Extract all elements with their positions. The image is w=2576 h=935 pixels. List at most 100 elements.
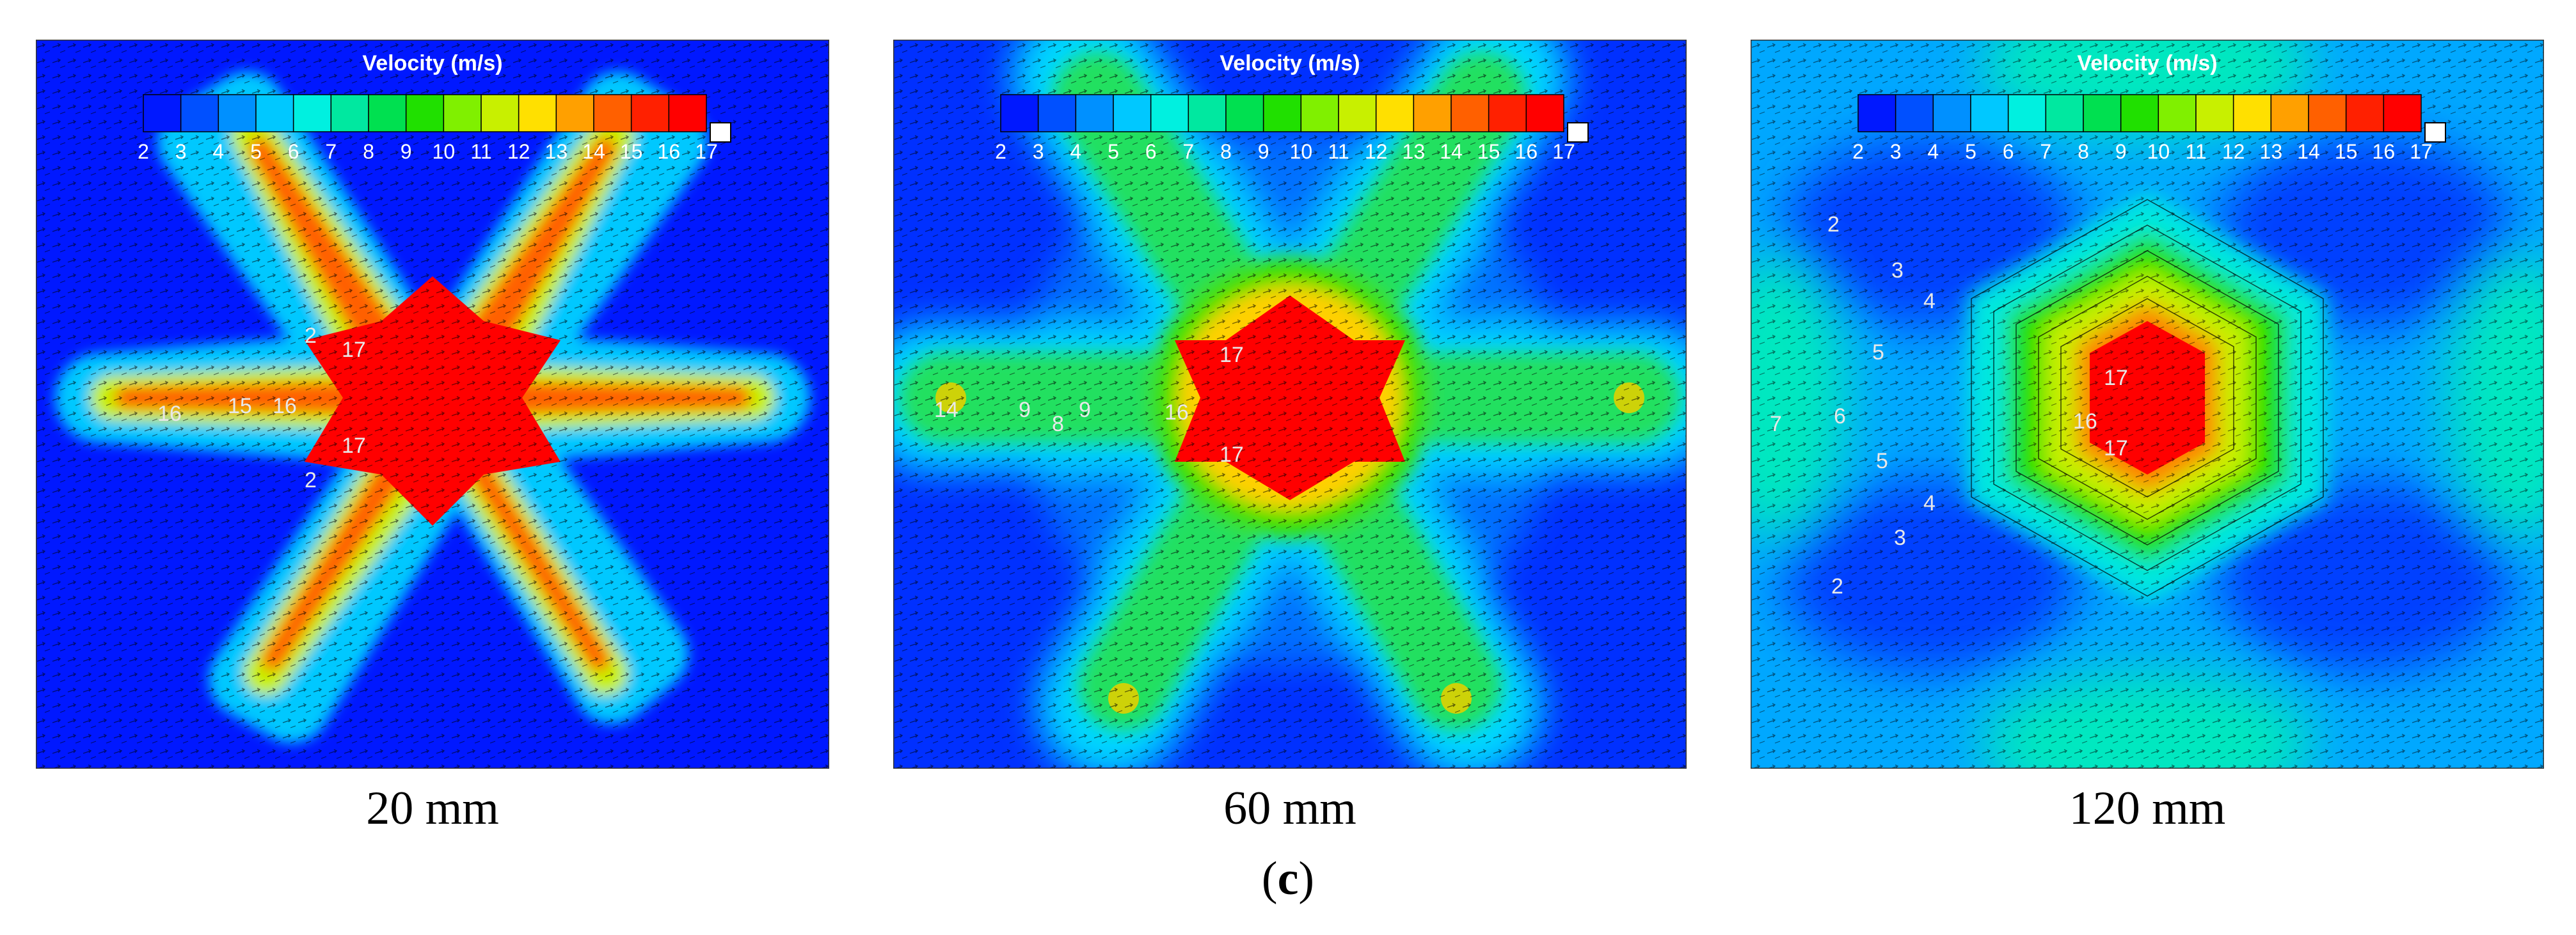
contour-label: 6 (1834, 404, 1846, 428)
colorbar-tick-label: 8 (363, 140, 374, 163)
velocity-map-120mm: 2 3 4 5 5 4 3 2 17 16 17 6 7 Velocity (m… (1751, 40, 2544, 769)
colorbar-swatch (2308, 94, 2347, 132)
colorbar-tick-label: 2 (1852, 140, 1864, 163)
colorbar-swatch (1375, 94, 1415, 132)
colorbar-swatch (2045, 94, 2084, 132)
colorbar-swatch (2120, 94, 2159, 132)
colorbar-tick-label: 7 (325, 140, 337, 163)
colorbar-tick-label: 15 (2335, 140, 2358, 163)
colorbar-tick-label: 6 (288, 140, 299, 163)
colorbar-end-marker (2424, 122, 2446, 143)
colorbar-swatch (1525, 94, 1564, 132)
colorbar-swatch (1113, 94, 1152, 132)
colorbar-swatch (143, 94, 182, 132)
colorbar-swatch (1895, 94, 1934, 132)
colorbar-tick-label: 12 (507, 140, 530, 163)
colorbar-swatch (1000, 94, 1039, 132)
contour-label: 17 (2104, 366, 2128, 390)
colorbar-tick-label: 10 (2147, 140, 2170, 163)
contour-label: 9 (1079, 398, 1091, 422)
colorbar-swatch (2083, 94, 2122, 132)
velocity-panel-120mm: 2 3 4 5 5 4 3 2 17 16 17 6 7 Velocity (m… (1751, 40, 2544, 769)
colorbar: Velocity (m/s) 2 3 4 5 6 7 8 9 10 11 12 13 14 15 16 17 (138, 51, 731, 163)
figure-letter: c (1277, 852, 1299, 905)
colorbar-tick-label: 16 (2373, 140, 2396, 163)
contour-label: 9 (1019, 398, 1031, 422)
colorbar-tick-label: 4 (212, 140, 224, 163)
colorbar-tick-label: 13 (1403, 140, 1426, 163)
colorbar-swatch (1225, 94, 1264, 132)
colorbar-tick-label: 3 (175, 140, 187, 163)
panel-caption: 120 mm (2069, 782, 2226, 835)
colorbar-swatch (2158, 94, 2197, 132)
colorbar-swatch (1150, 94, 1189, 132)
colorbar-end-marker (710, 122, 731, 143)
colorbar-tick-label: 15 (620, 140, 643, 163)
colorbar-tick-label: 9 (401, 140, 412, 163)
colorbar-tick-label: 4 (1070, 140, 1081, 163)
colorbar-title: Velocity (m/s) (1220, 51, 1360, 75)
colorbar-tick-label: 7 (2040, 140, 2051, 163)
colorbar-swatch (555, 94, 594, 132)
colorbar-tick-label: 13 (2260, 140, 2283, 163)
contour-label: 4 (1923, 289, 1936, 313)
velocity-vectors (893, 40, 1687, 769)
colorbar-swatch (630, 94, 670, 132)
colorbar-tick-label: 10 (433, 140, 456, 163)
colorbar-swatch (405, 94, 445, 132)
colorbar-swatch (2195, 94, 2234, 132)
velocity-panel-60mm: 17 17 16 9 8 9 14 Velocity (m/s) 2 3 4 5 6 7 8… (893, 40, 1687, 769)
colorbar-swatch (2007, 94, 2047, 132)
colorbar-tick-label: 16 (1515, 140, 1538, 163)
colorbar-tick-label: 9 (2115, 140, 2127, 163)
colorbar-swatch (1188, 94, 1227, 132)
colorbar-swatch (1488, 94, 1527, 132)
contour-label: 16 (273, 394, 297, 418)
colorbar-swatch (1075, 94, 1114, 132)
colorbar-tick-label: 2 (995, 140, 1006, 163)
colorbar-tick-label: 3 (1890, 140, 1902, 163)
contour-label: 5 (1872, 340, 1884, 365)
colorbar-tick-label: 4 (1927, 140, 1939, 163)
colorbar-swatch (1932, 94, 1971, 132)
contour-label: 5 (1876, 449, 1888, 473)
contour-label: 16 (2073, 409, 2097, 434)
colorbar-swatch (368, 94, 407, 132)
colorbar-swatch (593, 94, 632, 132)
colorbar-swatch (292, 94, 332, 132)
colorbar-tick-label: 11 (1328, 140, 1349, 163)
contour-label: 17 (1220, 343, 1244, 367)
contour-label: 17 (2104, 436, 2128, 460)
colorbar-tick-label: 7 (1182, 140, 1194, 163)
figure-label: (c) (1261, 852, 1315, 905)
colorbar-swatch (1451, 94, 1490, 132)
contour-label: 2 (305, 324, 317, 348)
colorbar-tick-label: 14 (1440, 140, 1463, 163)
colorbar-tick-label: 17 (2410, 140, 2433, 163)
colorbar-tick-label: 11 (470, 140, 491, 163)
contour-label: 7 (1770, 412, 1782, 436)
colorbar: Velocity (m/s) 2 3 4 5 6 7 8 9 10 11 12 13 14 15 16 17 (995, 51, 1589, 163)
velocity-panel-20mm: 2 2 17 17 16 15 16 Velocity (m/s) 2 3 4 5 6 7… (36, 40, 829, 769)
colorbar-tick-label: 12 (1365, 140, 1388, 163)
colorbar-tick-label: 16 (658, 140, 681, 163)
colorbar-end-marker (1567, 122, 1589, 143)
colorbar-tick-label: 5 (1108, 140, 1119, 163)
colorbar-tick-label: 14 (2297, 140, 2320, 163)
contour-label: 3 (1891, 258, 1904, 283)
colorbar-tick-label: 14 (582, 140, 605, 163)
colorbar-swatch (2383, 94, 2422, 132)
contour-label: 8 (1052, 412, 1064, 436)
contour-label: 3 (1894, 526, 1906, 550)
colorbar-tick-label: 11 (2185, 140, 2206, 163)
colorbar-tick-label: 6 (1145, 140, 1157, 163)
colorbar-swatch (218, 94, 257, 132)
panel-caption: 60 mm (1223, 782, 1356, 835)
colorbar-swatch (1970, 94, 2009, 132)
colorbar-tick-label: 17 (695, 140, 718, 163)
colorbar-tick-label: 3 (1033, 140, 1044, 163)
colorbar-tick-label: 9 (1258, 140, 1269, 163)
colorbar-tick-label: 10 (1290, 140, 1313, 163)
colorbar-title: Velocity (m/s) (2077, 51, 2217, 75)
colorbar-swatch (2232, 94, 2272, 132)
